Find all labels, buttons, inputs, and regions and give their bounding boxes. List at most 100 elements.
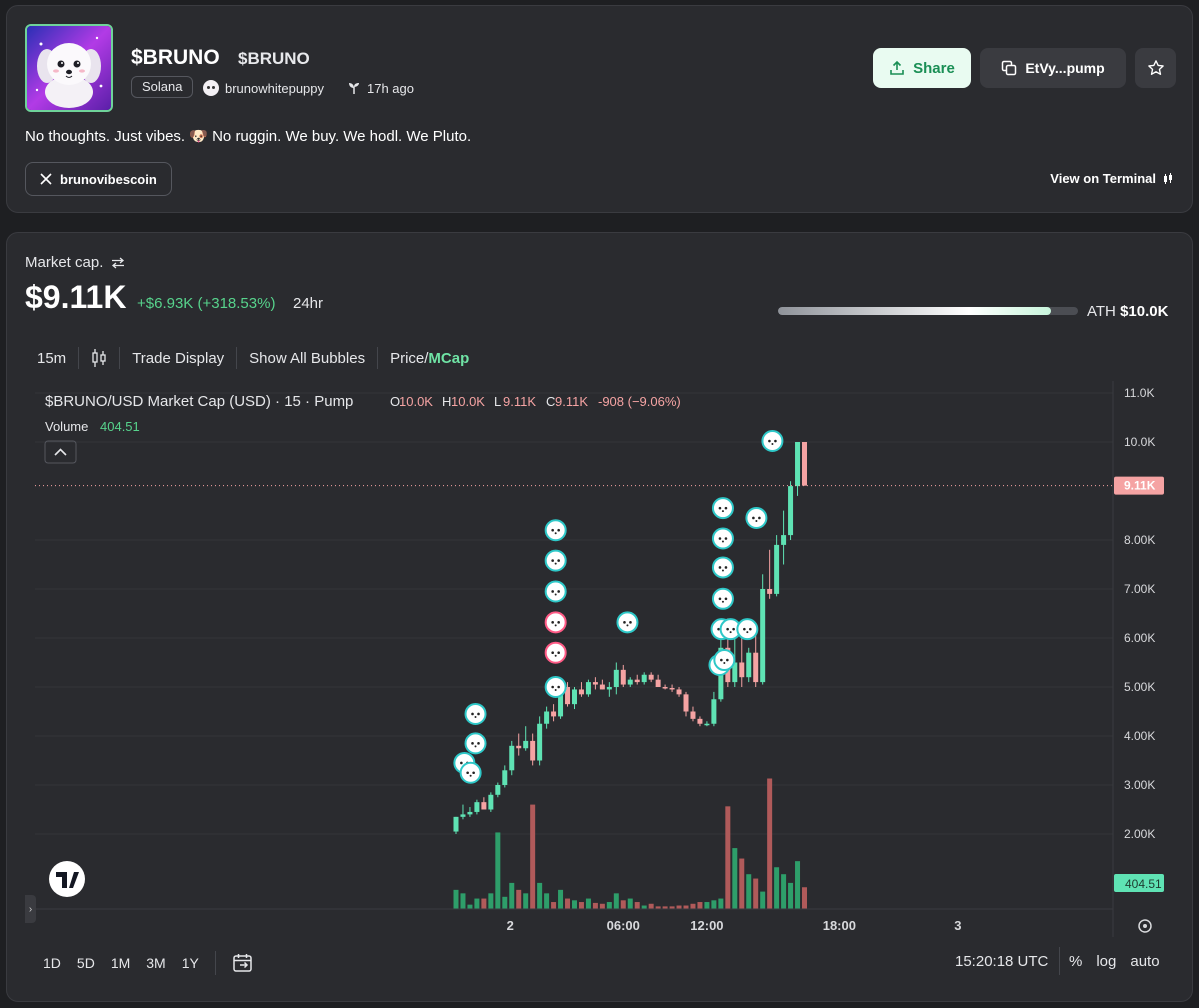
volume-bar	[739, 858, 745, 909]
favorite-button[interactable]	[1135, 48, 1176, 88]
chain-badge: Solana	[131, 76, 194, 98]
bubble-eye	[477, 742, 480, 745]
legend-o-value: 10.0K	[399, 394, 433, 409]
bubble-eye	[623, 621, 626, 624]
ath-indicator: ATH $10.0K	[1087, 303, 1168, 320]
volume-bar	[571, 900, 577, 909]
chart-settings-icon-center	[1143, 924, 1147, 928]
volume-bar	[578, 902, 584, 909]
volume-bar	[648, 903, 654, 909]
share-button[interactable]: Share	[873, 48, 971, 88]
buy-bubble[interactable]	[544, 676, 567, 698]
candle-body	[711, 699, 717, 724]
buy-bubble[interactable]	[544, 519, 567, 542]
star-icon	[1147, 60, 1164, 75]
trade-display-button[interactable]: Trade Display	[132, 349, 225, 367]
sell-bubble[interactable]	[544, 641, 567, 664]
buy-bubble[interactable]	[616, 611, 639, 634]
market-cap-label[interactable]: Market cap.	[25, 254, 125, 271]
buy-bubble[interactable]	[713, 649, 736, 672]
timeframe-3m[interactable]: 3M	[146, 955, 166, 971]
volume-bar	[774, 867, 780, 909]
y-tick-label: 11.0K	[1124, 386, 1154, 400]
candle-body	[530, 740, 536, 761]
volume-bar	[474, 898, 480, 909]
auto-scale-toggle[interactable]: auto	[1130, 953, 1160, 970]
buy-bubble[interactable]	[711, 556, 734, 579]
bubble-eye	[551, 685, 554, 689]
price-mcap-toggle[interactable]: Price/ MCap	[378, 341, 481, 375]
bubble-eye	[551, 651, 554, 654]
ath-label: ATH	[1087, 303, 1116, 320]
candle-body	[495, 785, 501, 795]
market-cap-chart[interactable]: 11.0K 10.0K 8.00K 7.00K 6.00K 5.00K 4.00K 3.00K…	[7, 233, 1194, 1003]
bubble-nose	[554, 689, 557, 691]
volume-bar	[704, 902, 710, 909]
buy-bubble[interactable]	[745, 506, 768, 529]
volume-bar	[697, 902, 703, 909]
utc-clock[interactable]: 15:20:18 UTC	[955, 953, 1049, 970]
x-tick-label: 06:00	[607, 918, 640, 933]
timeframe-selector: 1D 5D 1M 3M 1Y	[43, 951, 254, 975]
candle-body	[634, 679, 640, 683]
candle-body	[537, 723, 543, 761]
candle-body	[690, 711, 696, 719]
date-range-icon[interactable]	[232, 952, 254, 974]
last-price-tag	[1114, 476, 1164, 495]
toolbar-divider	[119, 347, 121, 369]
timeframe-divider	[214, 951, 216, 975]
candle-body	[606, 687, 612, 690]
bubble-eye	[724, 597, 728, 601]
buy-bubble[interactable]	[464, 702, 487, 725]
legend-collapse-button[interactable]	[44, 440, 77, 464]
volume-bar	[683, 905, 689, 909]
swap-arrows-icon[interactable]	[111, 257, 125, 269]
candle-body	[753, 652, 759, 683]
copy-contract-button[interactable]: EtVy...pump	[980, 48, 1126, 88]
creator-link[interactable]: brunowhitepuppy	[203, 78, 324, 98]
buy-bubble[interactable]	[711, 527, 734, 550]
volume-bar	[725, 806, 731, 909]
volume-bar	[592, 902, 598, 909]
sell-bubble[interactable]	[544, 611, 567, 634]
volume-bar	[641, 905, 647, 909]
volume-bar	[558, 889, 564, 909]
timeframe-1d[interactable]: 1D	[43, 955, 61, 971]
buy-bubble[interactable]	[544, 549, 567, 572]
candle-body	[746, 652, 752, 678]
timeframe-5d[interactable]: 5D	[76, 955, 95, 971]
buy-bubble[interactable]	[464, 732, 487, 755]
token-avatar	[25, 24, 113, 112]
bubble-nose	[721, 510, 724, 513]
volume-bar	[669, 906, 675, 909]
buy-bubble[interactable]	[711, 587, 734, 610]
chart-settings-icon[interactable]	[1138, 919, 1152, 933]
bubble-eye	[557, 621, 560, 624]
buy-bubble[interactable]	[459, 761, 482, 784]
volume-bar	[676, 905, 682, 909]
volume-bar	[523, 893, 529, 909]
buy-bubble[interactable]	[736, 618, 759, 641]
x-social-link[interactable]: brunovibescoin	[25, 162, 172, 196]
bubble-eye	[629, 621, 632, 624]
interval-selector[interactable]: 15m	[37, 349, 67, 367]
percent-scale-toggle[interactable]: %	[1069, 953, 1083, 970]
terminal-label: View on Terminal	[1050, 171, 1156, 186]
candle-body	[460, 814, 466, 817]
candle-body	[641, 674, 647, 683]
timeframe-1m[interactable]: 1M	[110, 955, 131, 971]
log-scale-toggle[interactable]: log	[1096, 953, 1117, 970]
bubble-eye	[718, 506, 722, 510]
candle-body	[474, 802, 480, 812]
legend-c_label: C	[546, 394, 555, 409]
chart-type-button[interactable]	[79, 341, 119, 375]
bubble-eye	[557, 651, 560, 654]
show-all-bubbles-button[interactable]: Show All Bubbles	[249, 349, 366, 367]
bubble-eye	[732, 627, 735, 631]
collapse-toolbar-tab[interactable]: ›	[25, 895, 36, 923]
buy-bubble[interactable]	[544, 580, 567, 603]
timeframe-1y[interactable]: 1Y	[181, 955, 199, 971]
buy-bubble[interactable]	[711, 497, 734, 520]
view-on-terminal-link[interactable]: View on Terminal	[1050, 171, 1174, 186]
buy-bubble[interactable]	[761, 430, 784, 453]
